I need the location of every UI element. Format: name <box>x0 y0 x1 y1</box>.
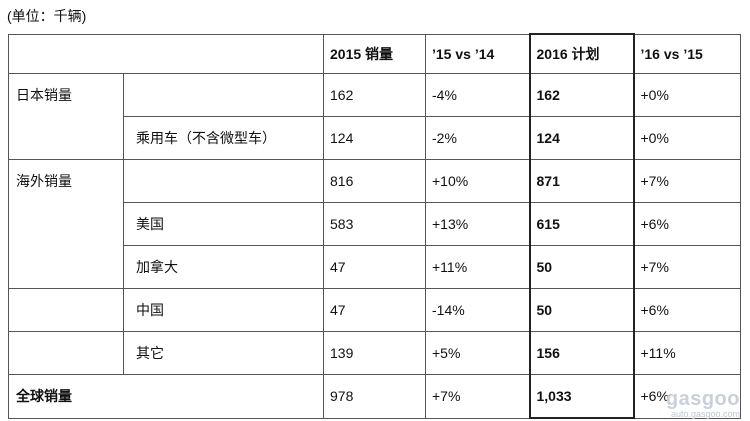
change-16-15-cell: +0% <box>633 73 741 117</box>
header-16-vs-15: ’16 vs ’15 <box>633 33 741 74</box>
subcategory-cell: 美国 <box>123 202 324 246</box>
watermark-url: auto.gasgoo.com <box>670 409 740 419</box>
unit-label: (单位：千辆) <box>7 8 87 24</box>
table-row: 乘用车（不含微型车） 124 -2% 124 +0% <box>8 116 741 160</box>
sales-2015-cell: 162 <box>323 73 426 117</box>
plan-2016-cell: 124 <box>528 116 635 160</box>
total-label: 全球销量 <box>8 374 324 419</box>
subcategory-cell: 中国 <box>123 288 324 332</box>
change-15-14-cell: +10% <box>425 159 530 203</box>
sales-2015-cell: 124 <box>323 116 426 160</box>
category-cell <box>8 116 124 160</box>
header-empty <box>8 33 324 74</box>
plan-2016-cell: 615 <box>528 202 635 246</box>
gasgoo-watermark: gasgoo auto.gasgoo.com <box>666 389 740 419</box>
total-change-15-14: +7% <box>425 374 530 419</box>
change-15-14-cell: -4% <box>425 73 530 117</box>
category-cell <box>8 202 124 246</box>
change-15-14-cell: +5% <box>425 331 530 375</box>
plan-2016-cell: 50 <box>528 288 635 332</box>
category-cell <box>8 288 124 332</box>
sales-2015-cell: 583 <box>323 202 426 246</box>
plan-2016-cell: 156 <box>528 331 635 375</box>
sales-table: 2015 销量 ’15 vs ’14 2016 计划 ’16 vs ’15 日本… <box>8 33 741 419</box>
change-16-15-cell: +11% <box>633 331 741 375</box>
plan-2016-cell: 871 <box>528 159 635 203</box>
subcategory-cell: 其它 <box>123 331 324 375</box>
sales-2015-cell: 816 <box>323 159 426 203</box>
table-row: 日本销量 162 -4% 162 +0% <box>8 73 741 117</box>
total-plan-2016: 1,033 <box>528 374 635 419</box>
change-16-15-cell: +7% <box>633 245 741 289</box>
subcategory-cell <box>123 159 324 203</box>
subcategory-cell: 乘用车（不含微型车） <box>123 116 324 160</box>
table-row: 加拿大 47 +11% 50 +7% <box>8 245 741 289</box>
header-2016-plan: 2016 计划 <box>528 33 635 74</box>
header-2015-sales: 2015 销量 <box>323 33 426 74</box>
table-row: 其它 139 +5% 156 +11% <box>8 331 741 375</box>
sales-2015-cell: 47 <box>323 245 426 289</box>
change-15-14-cell: +11% <box>425 245 530 289</box>
category-cell <box>8 245 124 289</box>
change-16-15-cell: +7% <box>633 159 741 203</box>
subcategory-cell <box>123 73 324 117</box>
subcategory-cell: 加拿大 <box>123 245 324 289</box>
table-header-row: 2015 销量 ’15 vs ’14 2016 计划 ’16 vs ’15 <box>8 33 741 74</box>
change-16-15-cell: +0% <box>633 116 741 160</box>
watermark-logo: gasgoo <box>665 388 740 410</box>
total-sales-2015: 978 <box>323 374 426 419</box>
change-15-14-cell: +13% <box>425 202 530 246</box>
change-16-15-cell: +6% <box>633 202 741 246</box>
category-cell <box>8 331 124 375</box>
category-cell: 日本销量 <box>8 73 124 117</box>
category-cell: 海外销量 <box>8 159 124 203</box>
table-row: 中国 47 -14% 50 +6% <box>8 288 741 332</box>
sales-2015-cell: 47 <box>323 288 426 332</box>
sales-2015-cell: 139 <box>323 331 426 375</box>
table-row: 海外销量 816 +10% 871 +7% <box>8 159 741 203</box>
table-row: 美国 583 +13% 615 +6% <box>8 202 741 246</box>
header-15-vs-14: ’15 vs ’14 <box>425 33 530 74</box>
total-change-16-15: +6% <box>633 374 741 419</box>
change-15-14-cell: -14% <box>425 288 530 332</box>
change-16-15-cell: +6% <box>633 288 741 332</box>
plan-2016-cell: 50 <box>528 245 635 289</box>
change-15-14-cell: -2% <box>425 116 530 160</box>
plan-2016-cell: 162 <box>528 73 635 117</box>
total-row: 全球销量 978 +7% 1,033 +6% <box>8 374 741 419</box>
